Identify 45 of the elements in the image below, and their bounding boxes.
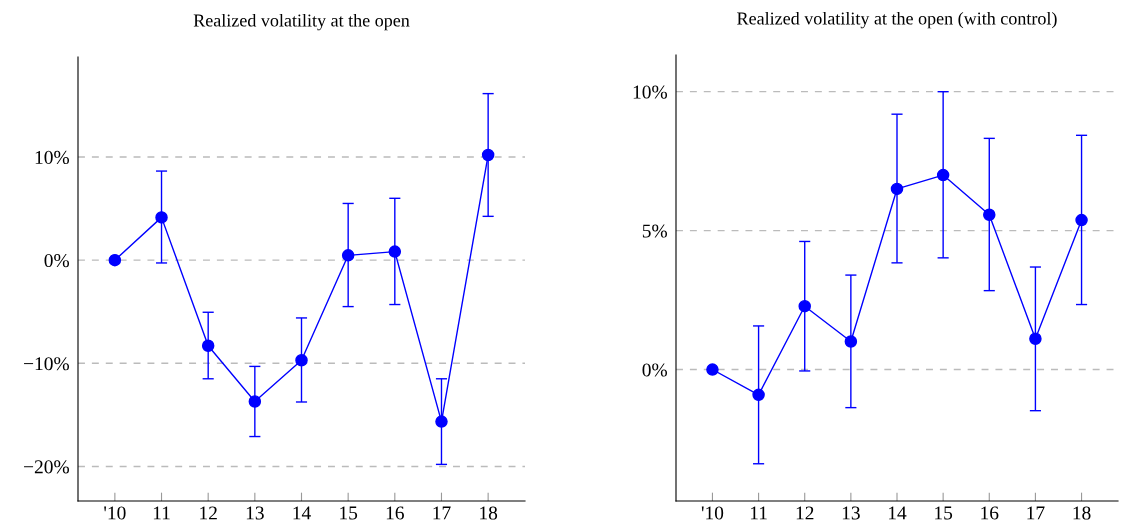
point [481,148,495,162]
point [983,208,996,222]
point [844,335,858,348]
point [798,299,811,313]
x-tick-label: 14 [293,506,311,520]
point [341,249,355,262]
x-tick-label: 14 [888,506,907,520]
x-tick-label: 18 [480,506,498,520]
x-tick-label: 17 [1027,506,1045,520]
x-tick-label: 12 [796,506,814,520]
x-tick-label: 11 [153,506,170,520]
point [1029,332,1042,345]
x-tick-label: 16 [386,506,404,520]
point [295,353,308,367]
x-tick-label: 15 [340,506,358,520]
x-tick-label: 17 [433,506,451,520]
x-tick-label: '10 [104,506,126,520]
point [155,211,168,224]
y-tick-label: 10% [633,85,667,99]
point [388,245,402,258]
point [108,253,122,267]
y-tick-label: 10% [35,150,69,165]
x-tick-label: 13 [246,506,264,520]
y-tick-label: 5% [642,224,667,238]
x-tick-label: 13 [842,506,860,520]
y-tick-label: −10% [24,357,70,371]
point [435,415,448,428]
point [1075,213,1088,227]
x-tick-label: 18 [1073,506,1091,520]
chart-title: Realized volatility at the open (with control) [737,11,1057,29]
chart-title: Realized volatility at the open [193,13,410,31]
y-tick-label: 0% [642,363,667,377]
point [201,339,215,353]
x-tick-label: '10 [701,506,724,520]
point [248,395,262,408]
y-tick-label: 0% [44,253,69,268]
y-tick-label: −20% [24,460,70,474]
point [936,168,950,182]
point [890,182,904,196]
x-tick-label: 16 [981,506,999,520]
point [706,363,719,376]
x-tick-label: 15 [935,506,953,520]
x-tick-label: 11 [750,506,767,520]
point [752,388,765,402]
x-tick-label: 12 [200,506,217,520]
